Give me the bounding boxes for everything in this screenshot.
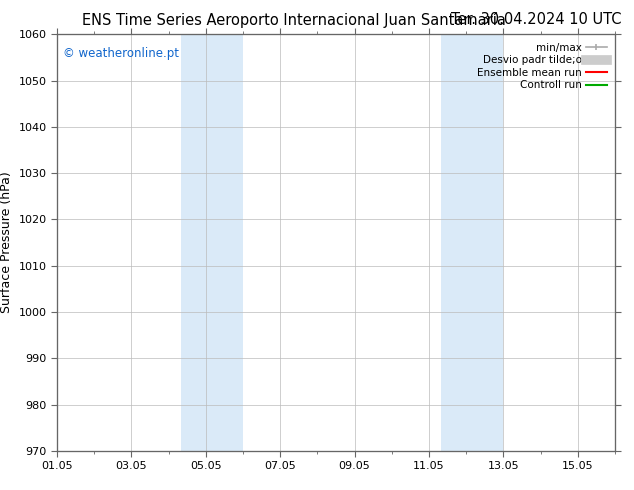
Legend: min/max, Desvio padr tilde;o, Ensemble mean run, Controll run: min/max, Desvio padr tilde;o, Ensemble m… <box>474 40 610 94</box>
Bar <box>441 34 503 451</box>
Bar <box>181 34 243 451</box>
Text: ENS Time Series Aeroporto Internacional Juan Santamaría: ENS Time Series Aeroporto Internacional … <box>82 12 507 28</box>
Text: Ter. 30.04.2024 10 UTC: Ter. 30.04.2024 10 UTC <box>451 12 621 27</box>
Text: © weatheronline.pt: © weatheronline.pt <box>63 47 179 60</box>
Y-axis label: Surface Pressure (hPa): Surface Pressure (hPa) <box>0 172 13 314</box>
